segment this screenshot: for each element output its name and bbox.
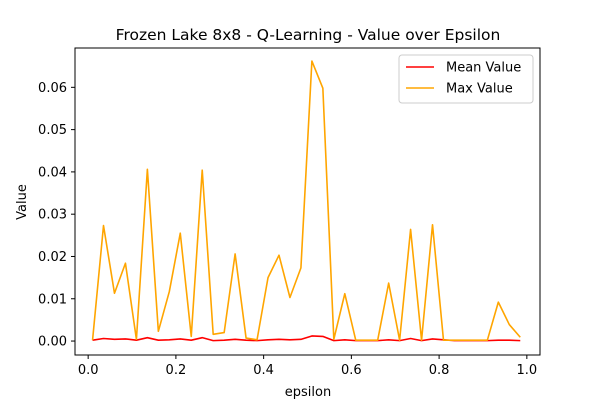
x-tick-label: 1.0	[516, 363, 537, 378]
y-axis-title: Value	[15, 184, 30, 220]
plot-area	[91, 60, 521, 342]
axes: 0.0 0.2 0.4 0.6 0.8 1.0 0.00 0.01 0.02 0.03 0.04 0.…	[38, 47, 541, 378]
x-axis-title: epsilon	[285, 385, 331, 400]
x-tick-label: 0.8	[429, 363, 450, 378]
y-tick-label: 0.00	[38, 335, 67, 350]
x-tick-label: 0.0	[78, 363, 99, 378]
y-tick-label: 0.04	[38, 165, 67, 180]
y-tick-label: 0.03	[38, 208, 67, 223]
x-tick-label: 0.2	[166, 363, 187, 378]
chart-title: Frozen Lake 8x8 - Q-Learning - Value ove…	[116, 26, 501, 44]
x-tick-label: 0.6	[341, 363, 362, 378]
x-tick-label: 0.4	[253, 363, 274, 378]
y-tick-label: 0.05	[38, 123, 67, 138]
y-tick-label: 0.01	[38, 292, 67, 307]
legend: Mean Value Max Value	[398, 54, 534, 104]
legend-label-0: Mean Value	[446, 61, 521, 76]
y-tick-label: 0.02	[38, 250, 67, 265]
legend-label-1: Max Value	[446, 82, 513, 97]
series-line-1	[91, 60, 521, 342]
y-tick-label: 0.06	[38, 81, 67, 96]
axes-frame	[74, 47, 541, 356]
